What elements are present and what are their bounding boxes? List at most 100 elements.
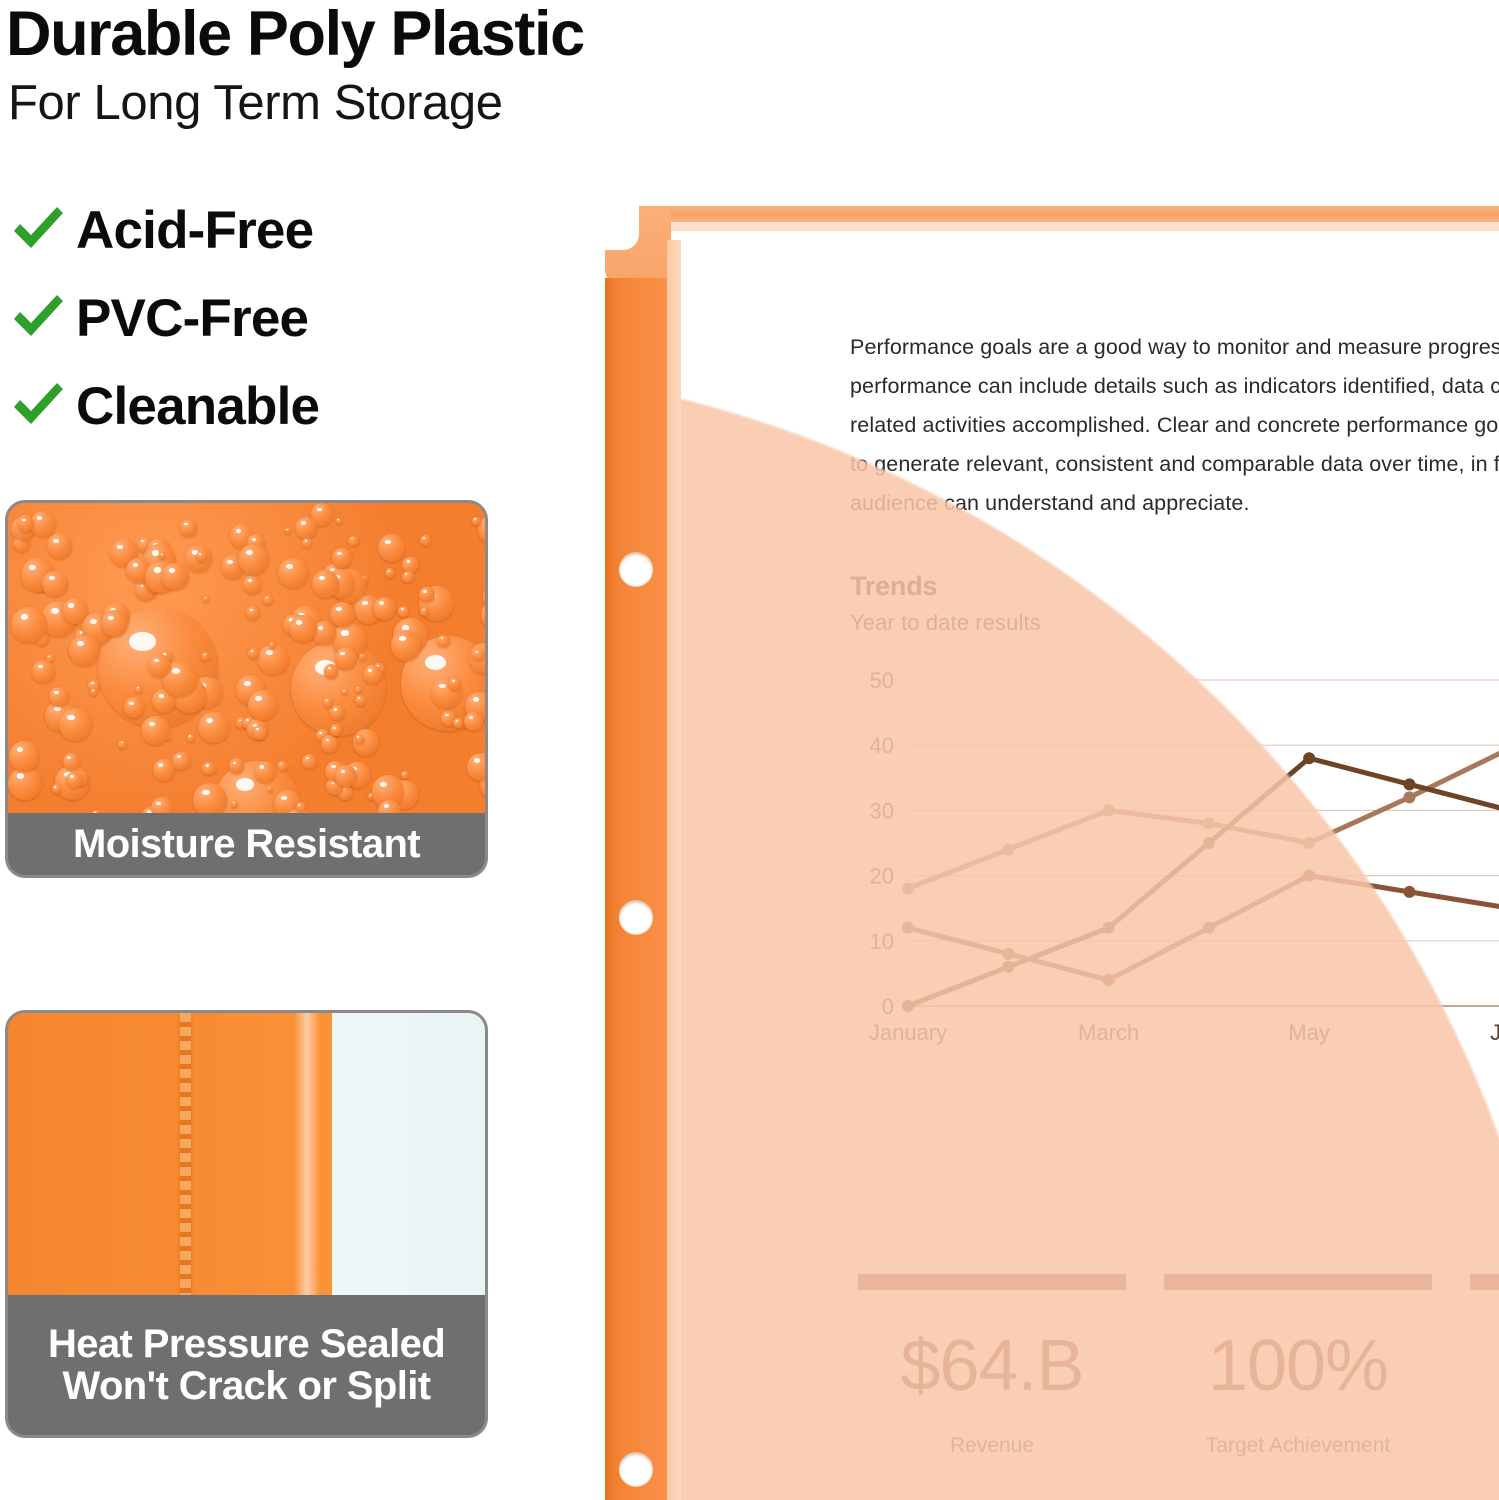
water-droplet — [330, 705, 345, 720]
water-droplet — [358, 653, 367, 661]
sleeve-notch-cutout — [605, 206, 639, 250]
chart-data-point — [1102, 921, 1115, 934]
water-droplet — [278, 557, 309, 589]
kpi-label: Target Achievement — [1205, 1434, 1391, 1457]
water-droplet — [123, 697, 145, 719]
water-droplet — [246, 605, 260, 620]
inset-caption-line1: Moisture Resistant — [72, 821, 421, 866]
y-axis-tick-label: 50 — [870, 668, 894, 693]
inset-caption-line1: Heat Pressure Sealed — [47, 1321, 446, 1366]
sleeve-top-inner-edge — [643, 222, 1499, 231]
kpi-card-revenue: $64.B Revenue — [850, 1268, 1134, 1500]
water-droplet — [419, 587, 435, 603]
water-droplet — [152, 758, 176, 782]
check-icon — [8, 376, 68, 436]
y-axis-tick-label: 0 — [882, 994, 894, 1019]
water-droplet — [367, 792, 375, 801]
chart-data-point — [1403, 778, 1416, 791]
chart-data-point — [1102, 804, 1115, 817]
water-droplet — [248, 648, 259, 659]
chart-data-point — [1202, 837, 1215, 849]
feature-item-pvc-free: PVC-Free — [8, 274, 568, 362]
water-droplet — [172, 751, 191, 771]
water-droplet — [202, 761, 216, 776]
feature-item-cleanable: Cleanable — [8, 362, 568, 450]
heat-seal-seam — [179, 1013, 191, 1295]
y-axis-tick-label: 40 — [870, 733, 894, 758]
water-droplet — [29, 510, 57, 538]
water-droplet — [262, 594, 274, 606]
chart-data-point — [902, 1000, 914, 1012]
water-droplet — [334, 765, 357, 788]
water-droplet — [17, 515, 35, 533]
water-droplet — [247, 690, 278, 721]
paragraph-line: audience can understand and appreciate. — [850, 491, 1250, 515]
water-droplet — [238, 543, 270, 576]
water-droplet — [448, 677, 462, 690]
water-droplet — [45, 654, 55, 663]
water-droplet — [198, 711, 230, 744]
inset-card-heat-pressure-sealed: Heat Pressure Sealed Won't Crack or Spli… — [5, 1010, 488, 1438]
water-droplet — [354, 734, 365, 745]
kpi-card-target-achievement: 100% Target Achievement — [1156, 1268, 1440, 1500]
binder-hole — [619, 900, 653, 934]
feature-label: PVC-Free — [76, 288, 309, 348]
water-droplet — [254, 761, 276, 783]
water-droplet — [66, 771, 83, 789]
inset-card-moisture-resistant: Moisture Resistant — [5, 500, 488, 878]
paragraph-line: performance can include details such as … — [850, 374, 1499, 398]
water-droplet — [159, 552, 166, 559]
water-droplet — [419, 535, 431, 547]
page-headline: Durable Poly Plastic — [6, 0, 585, 69]
water-droplet — [330, 724, 343, 737]
document-page: Performance goals are a good way to moni… — [660, 228, 1499, 1500]
water-droplet — [289, 614, 317, 643]
water-droplet — [187, 733, 196, 742]
water-droplet — [377, 534, 406, 563]
inset-caption: Moisture Resistant — [8, 813, 485, 875]
water-droplets-photo — [8, 503, 485, 813]
water-droplet — [228, 758, 245, 774]
water-droplet — [323, 664, 339, 679]
water-droplet — [231, 800, 238, 808]
water-droplet — [482, 581, 485, 612]
water-droplet — [480, 600, 485, 630]
kpi-value: 100% — [1207, 1326, 1389, 1406]
water-droplet — [312, 621, 336, 645]
water-droplet — [49, 687, 69, 707]
kpi-value: $64.B — [900, 1326, 1084, 1406]
water-droplet — [311, 570, 340, 599]
chart-data-point — [1002, 947, 1015, 960]
water-droplet — [101, 610, 129, 638]
kpi-accent-bar — [858, 1274, 1126, 1290]
water-droplet — [243, 575, 263, 595]
water-droplet — [284, 527, 292, 534]
chart-data-point — [1102, 973, 1115, 986]
water-droplet — [400, 771, 409, 780]
chart-subtitle: Year to date results — [850, 610, 1041, 635]
feature-label: Acid-Free — [76, 200, 314, 260]
paragraph-line: related activities accomplished. Clear a… — [850, 413, 1499, 437]
chart-svg: 0 10 20 30 40 50 January March May July — [869, 668, 1499, 1045]
sealed-seam-photo — [8, 1013, 485, 1295]
water-droplet — [402, 556, 420, 574]
water-droplet — [335, 518, 342, 525]
binder-hole — [619, 552, 653, 586]
water-droplet — [51, 784, 62, 794]
water-droplet — [62, 752, 81, 770]
water-droplet — [267, 785, 274, 793]
x-axis-tick-label: January — [869, 1020, 947, 1045]
feature-list: Acid-Free PVC-Free Cleanable — [8, 186, 568, 450]
water-droplet — [341, 688, 349, 696]
y-axis-tick-label: 10 — [870, 929, 894, 954]
water-droplet — [478, 515, 485, 545]
x-axis-tick-label: May — [1288, 1020, 1330, 1045]
chart-data-point — [1303, 869, 1316, 882]
sleeve-binding-inner-edge — [667, 240, 681, 1500]
chart-data-point — [1202, 817, 1215, 830]
water-droplet — [8, 741, 40, 772]
water-droplet — [295, 516, 317, 539]
water-droplet — [398, 605, 410, 617]
water-droplet — [203, 595, 210, 602]
kpi-card-first-time: 3,5 First Tir — [1462, 1268, 1499, 1500]
